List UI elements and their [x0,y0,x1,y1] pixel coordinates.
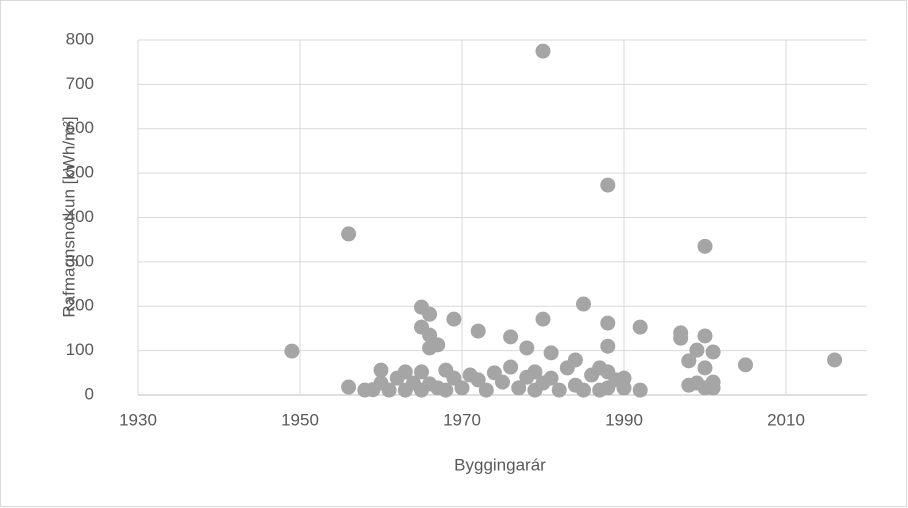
point [567,352,583,368]
y-tick-label: 300 [66,251,94,270]
point [738,357,753,373]
y-tick-label: 800 [66,29,94,48]
point [381,382,397,398]
x-tick-label: 2010 [767,410,805,429]
point [414,364,429,380]
y-tick-label: 100 [66,340,94,359]
point [827,352,843,368]
point [535,311,551,327]
point [341,379,357,395]
point [632,382,648,398]
point [422,306,438,322]
point [673,330,689,346]
point [495,374,510,390]
point [543,370,559,386]
point [511,380,527,396]
y-tick-label: 200 [66,296,94,315]
point [397,364,413,380]
x-axis-title: Byggingarár [454,455,546,474]
x-tick-label: 1990 [605,410,643,429]
y-tick-label: 600 [66,118,94,137]
y-tick-label: 400 [66,207,94,226]
point [543,345,559,361]
point [519,340,535,356]
y-tick-label: 500 [66,163,94,182]
point [341,226,357,242]
point [600,315,616,331]
point [535,43,551,59]
y-axis-title: Rafmagnsnotkun [kWh/m²] [59,116,78,317]
x-tick-label: 1930 [119,410,157,429]
point [527,364,543,380]
point [373,362,389,378]
point [600,177,616,193]
point [422,340,438,356]
point [705,380,721,396]
point [551,382,567,398]
point [503,329,519,345]
point [470,323,486,339]
point [632,319,648,335]
y-tick-label: 700 [66,74,94,93]
point [446,311,462,327]
point [697,238,713,254]
point [600,338,616,354]
point [470,372,486,388]
point [681,353,697,369]
point [284,343,300,359]
y-tick-label: 0 [85,384,94,403]
point [478,382,494,398]
x-tick-label: 1950 [281,410,319,429]
point [697,360,713,376]
point [438,382,454,398]
point [697,328,713,344]
point [689,342,705,358]
point [576,382,591,398]
point [616,380,632,396]
point [503,359,519,375]
x-tick-label: 1970 [443,410,481,429]
point [576,296,591,312]
point [705,344,721,360]
point [454,380,470,396]
